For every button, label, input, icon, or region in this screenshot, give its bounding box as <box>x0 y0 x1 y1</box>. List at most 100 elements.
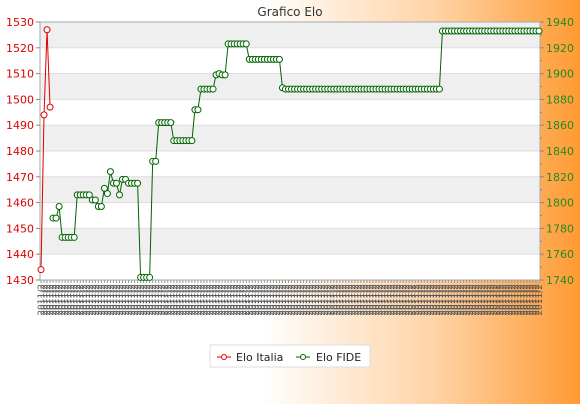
legend-elo-italia-marker <box>221 354 227 360</box>
x-axis-tick-label: 2011/2 <box>535 284 545 316</box>
x-axis-tick-label: 2011/2 <box>158 284 168 316</box>
elo-fide-point <box>70 233 78 241</box>
x-axis-tick-label: 2011/2 <box>167 284 177 316</box>
x-axis-tick-label: 2011/2 <box>378 284 388 316</box>
right-axis-tick-label: 1840 <box>546 145 574 158</box>
x-axis-tick-label: 2011/2 <box>450 284 460 316</box>
x-axis-tick-label: 2011/2 <box>315 284 325 316</box>
x-axis-tick-label: 2011/2 <box>191 284 201 316</box>
x-axis-tick-label: 2011/2 <box>499 284 509 316</box>
x-axis-tick-label: 2011/2 <box>393 284 403 316</box>
x-axis-tick-label: 2011/2 <box>487 284 497 316</box>
x-axis-tick-label: 2011/2 <box>278 284 288 316</box>
legend-elo-fide-marker <box>300 354 306 360</box>
x-axis-tick-label: 2011/2 <box>435 284 445 316</box>
elo-fide-point <box>167 119 175 127</box>
elo-italia-point <box>40 111 48 119</box>
elo-fide-point <box>209 85 217 93</box>
x-axis-tick-label: 2011/2 <box>209 284 219 316</box>
elo-italia-point <box>46 103 54 111</box>
legend-box <box>209 344 371 368</box>
right-axis-tick-label: 1940 <box>546 16 574 29</box>
x-axis-tick-label: 2011/2 <box>312 284 322 316</box>
legend-elo-italia-label: Elo Italia <box>236 351 283 364</box>
x-axis-tick-label: 2011/2 <box>508 284 518 316</box>
left-axis-tick-label: 1460 <box>6 197 34 210</box>
elo-fide-point <box>91 196 99 204</box>
x-axis-tick-label: 2011/2 <box>300 284 310 316</box>
x-axis: 2011/22011/22011/22011/22011/22011/22011… <box>37 280 545 316</box>
x-axis-tick-label: 2011/2 <box>115 284 125 316</box>
x-axis-tick-label: 2011/2 <box>348 284 358 316</box>
x-axis-tick-label: 2011/2 <box>40 284 50 316</box>
x-axis-tick-label: 2011/2 <box>218 284 228 316</box>
x-axis-tick-label: 2011/2 <box>146 284 156 316</box>
x-axis-tick-label: 2011/2 <box>399 284 409 316</box>
x-axis-tick-label: 2011/2 <box>236 284 246 316</box>
left-axis-tick-label: 1510 <box>6 68 34 81</box>
x-axis-tick-label: 2011/2 <box>206 284 216 316</box>
elo-fide-point <box>100 184 108 192</box>
x-axis-tick-label: 2011/2 <box>294 284 304 316</box>
x-axis-tick-label: 2011/2 <box>239 284 249 316</box>
x-axis-tick-label: 2011/2 <box>260 284 270 316</box>
x-axis-tick-label: 2011/2 <box>122 284 132 316</box>
x-axis-tick-label: 2011/2 <box>58 284 68 316</box>
x-axis-tick-label: 2011/2 <box>523 284 533 316</box>
x-axis-tick-label: 2011/2 <box>85 284 95 316</box>
x-axis-tick-label: 2011/2 <box>215 284 225 316</box>
legend: Elo Italia Elo FIDE <box>209 344 371 368</box>
x-axis-tick-label: 2011/2 <box>396 284 406 316</box>
x-axis-tick-label: 2011/2 <box>91 284 101 316</box>
x-axis-tick-label: 2011/2 <box>176 284 186 316</box>
x-axis-tick-label: 2011/2 <box>429 284 439 316</box>
x-axis-tick-label: 2011/2 <box>155 284 165 316</box>
x-axis-tick-label: 2011/2 <box>221 284 231 316</box>
left-axis-tick-label: 1470 <box>6 171 34 184</box>
x-axis-tick-label: 2011/2 <box>472 284 482 316</box>
x-axis-tick-label: 2011/2 <box>64 284 74 316</box>
x-axis-tick-label: 2011/2 <box>112 284 122 316</box>
x-axis-tick-label: 2011/2 <box>381 284 391 316</box>
x-axis-tick-label: 2011/2 <box>297 284 307 316</box>
x-axis-tick-label: 2011/2 <box>88 284 98 316</box>
right-axis-tick-label: 1800 <box>546 197 574 210</box>
right-y-axis: 1740 1760 1780 1800 1820 1840 1860 1880 1900 1920… <box>540 16 574 287</box>
x-axis-tick-label: 2011/2 <box>366 284 376 316</box>
x-axis-tick-label: 2011/2 <box>339 284 349 316</box>
x-axis-tick-label: 2011/2 <box>52 284 62 316</box>
x-axis-tick-label: 2011/2 <box>173 284 183 316</box>
x-axis-tick-label: 2011/2 <box>185 284 195 316</box>
x-axis-tick-label: 2011/2 <box>363 284 373 316</box>
x-axis-tick-label: 2011/2 <box>369 284 379 316</box>
x-axis-tick-label: 2011/2 <box>43 284 53 316</box>
x-axis-tick-label: 2011/2 <box>73 284 83 316</box>
x-axis-tick-label: 2011/2 <box>164 284 174 316</box>
elo-italia-line <box>40 29 51 270</box>
x-axis-tick-label: 2011/2 <box>493 284 503 316</box>
x-axis-tick-label: 2011/2 <box>100 284 110 316</box>
x-axis-tick-label: 2011/2 <box>125 284 135 316</box>
x-axis-tick-label: 2011/2 <box>496 284 506 316</box>
x-axis-tick-label: 2011/2 <box>505 284 515 316</box>
right-axis-tick-label: 1820 <box>546 171 574 184</box>
left-axis-tick-label: 1530 <box>6 16 34 29</box>
elo-fide-point <box>152 157 160 165</box>
elo-fide-point <box>134 179 142 187</box>
x-axis-tick-label: 2011/2 <box>475 284 485 316</box>
grid-band <box>40 228 540 255</box>
x-axis-tick-label: 2011/2 <box>466 284 476 316</box>
x-axis-tick-label: 2011/2 <box>134 284 144 316</box>
left-axis-tick-label: 1430 <box>6 274 34 287</box>
x-axis-tick-label: 2011/2 <box>306 284 316 316</box>
x-axis-tick-label: 2011/2 <box>248 284 258 316</box>
x-axis-tick-label: 2011/2 <box>447 284 457 316</box>
x-axis-tick-label: 2011/2 <box>469 284 479 316</box>
elo-fide-point <box>115 191 123 199</box>
x-axis-tick-label: 2011/2 <box>203 284 213 316</box>
elo-fide-point <box>188 137 196 145</box>
x-axis-tick-label: 2011/2 <box>511 284 521 316</box>
chart-title: Grafico Elo <box>257 5 322 19</box>
x-axis-tick-label: 2011/2 <box>197 284 207 316</box>
x-axis-tick-label: 2011/2 <box>233 284 243 316</box>
